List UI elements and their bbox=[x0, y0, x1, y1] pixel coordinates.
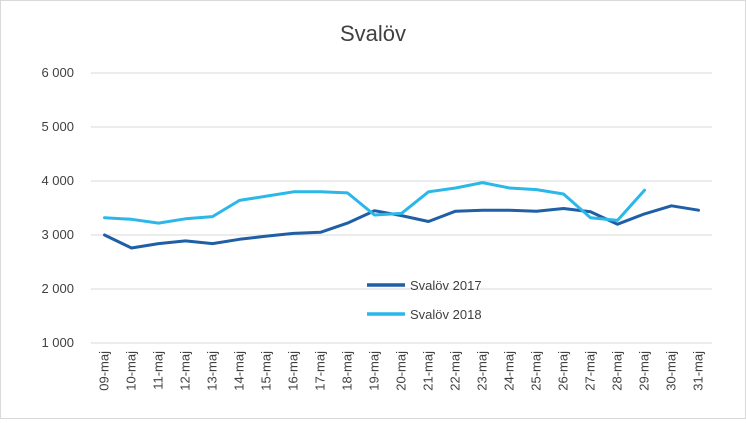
y-tick-label: 5 000 bbox=[41, 119, 74, 134]
x-axis-ticks: 09-maj 10-maj 11-maj 12-maj 13-maj 14-maj 15-m… bbox=[97, 351, 706, 391]
x-tick-label: 22-maj bbox=[448, 351, 463, 391]
y-axis-ticks: 1 000 2 000 3 000 4 000 5 000 6 000 bbox=[41, 65, 74, 350]
x-tick-label: 19-maj bbox=[367, 351, 382, 391]
y-tick-label: 4 000 bbox=[41, 173, 74, 188]
x-tick-label: 14-maj bbox=[232, 351, 247, 391]
x-tick-label: 16-maj bbox=[286, 351, 301, 391]
legend-item: Svalöv 2017 bbox=[367, 278, 482, 293]
x-tick-label: 21-maj bbox=[421, 351, 436, 391]
x-tick-label: 27-maj bbox=[583, 351, 598, 391]
series-line-1 bbox=[103, 204, 700, 250]
legend-item: Svalöv 2018 bbox=[367, 307, 482, 322]
y-tick-label: 3 000 bbox=[41, 227, 74, 242]
x-tick-label: 31-maj bbox=[691, 351, 706, 391]
legend-label: Svalöv 2018 bbox=[410, 307, 482, 322]
x-tick-label: 26-maj bbox=[556, 351, 571, 391]
x-tick-label: 09-maj bbox=[97, 351, 112, 391]
x-tick-label: 18-maj bbox=[340, 351, 355, 391]
x-tick-label: 12-maj bbox=[178, 351, 193, 391]
x-tick-label: 13-maj bbox=[205, 351, 220, 391]
x-tick-label: 28-maj bbox=[610, 351, 625, 391]
chart-title: Svalöv bbox=[340, 21, 406, 46]
x-tick-label: 10-maj bbox=[124, 351, 139, 391]
y-tick-label: 6 000 bbox=[41, 65, 74, 80]
gridlines bbox=[91, 72, 712, 344]
x-tick-label: 29-maj bbox=[637, 351, 652, 391]
series-lines bbox=[103, 181, 700, 250]
x-tick-label: 11-maj bbox=[151, 351, 166, 390]
x-tick-label: 30-maj bbox=[664, 351, 679, 391]
x-tick-label: 24-maj bbox=[502, 351, 517, 391]
legend-label: Svalöv 2017 bbox=[410, 278, 482, 293]
x-tick-label: 25-maj bbox=[529, 351, 544, 391]
series-line-2 bbox=[103, 181, 646, 225]
y-tick-label: 2 000 bbox=[41, 281, 74, 296]
x-tick-label: 15-maj bbox=[259, 351, 274, 391]
y-tick-label: 1 000 bbox=[41, 335, 74, 350]
x-tick-label: 23-maj bbox=[475, 351, 490, 391]
legend: Svalöv 2017 Svalöv 2018 bbox=[367, 278, 482, 322]
x-tick-label: 17-maj bbox=[313, 351, 328, 391]
x-tick-label: 20-maj bbox=[394, 351, 409, 391]
